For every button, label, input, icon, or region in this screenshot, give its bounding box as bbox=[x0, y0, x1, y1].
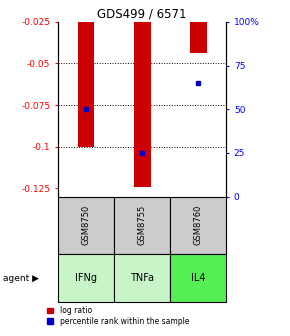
Text: GSM8750: GSM8750 bbox=[81, 205, 90, 245]
Text: TNFa: TNFa bbox=[130, 273, 154, 283]
Legend: log ratio, percentile rank within the sample: log ratio, percentile rank within the sa… bbox=[47, 306, 189, 326]
Title: GDS499 / 6571: GDS499 / 6571 bbox=[97, 8, 187, 21]
Text: IL4: IL4 bbox=[191, 273, 205, 283]
Text: GSM8755: GSM8755 bbox=[137, 205, 147, 245]
Bar bbox=[58, 197, 114, 254]
Text: agent ▶: agent ▶ bbox=[3, 274, 39, 283]
Bar bbox=[114, 197, 170, 254]
Text: IFNg: IFNg bbox=[75, 273, 97, 283]
Bar bbox=[78, 22, 95, 146]
Bar bbox=[114, 254, 170, 302]
Bar bbox=[190, 22, 206, 53]
Bar bbox=[134, 22, 151, 186]
Bar bbox=[58, 254, 114, 302]
Text: GSM8760: GSM8760 bbox=[194, 205, 203, 245]
Bar bbox=[170, 197, 226, 254]
Bar bbox=[170, 254, 226, 302]
